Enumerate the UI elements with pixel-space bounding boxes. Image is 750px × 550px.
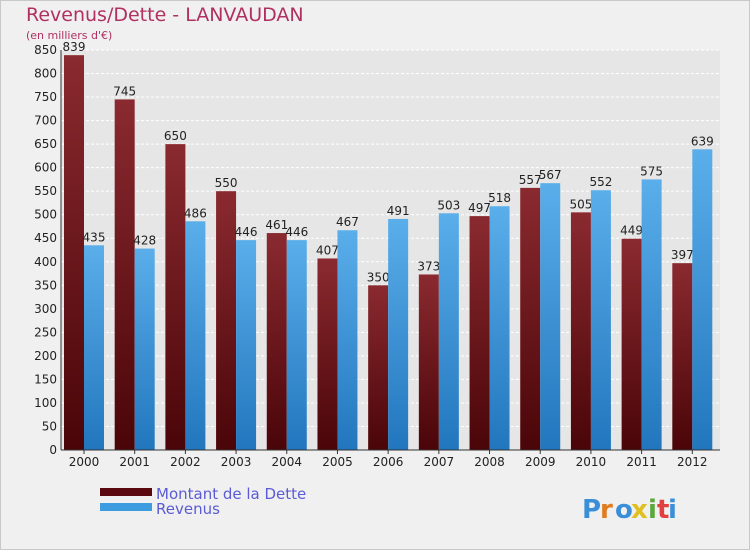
legend-swatch-dette [100, 488, 152, 496]
y-tick-label: 100 [34, 396, 57, 410]
bar-revenus [540, 183, 561, 451]
value-label-revenus: 575 [640, 164, 663, 178]
logo-letter: r [600, 495, 613, 525]
bar-revenus [185, 221, 206, 450]
logo-letter: P [582, 495, 601, 525]
x-tick-label: 2009 [525, 455, 556, 469]
value-label-dette: 557 [519, 173, 542, 187]
y-tick-label: 800 [34, 67, 57, 81]
x-tick-label: 2007 [424, 455, 455, 469]
bar-revenus [692, 149, 713, 450]
value-label-dette: 373 [417, 259, 440, 273]
x-tick-label: 2006 [373, 455, 404, 469]
value-label-dette: 550 [215, 176, 238, 190]
bar-revenus [438, 213, 459, 450]
bar-dette [520, 187, 541, 450]
bar-dette [621, 238, 642, 450]
x-tick-label: 2000 [69, 455, 100, 469]
legend-label-dette: Montant de la Dette [156, 485, 306, 503]
value-label-revenus: 567 [539, 168, 562, 182]
y-tick-label: 350 [34, 278, 57, 292]
value-label-dette: 745 [113, 84, 136, 98]
x-tick-label: 2005 [322, 455, 353, 469]
bar-revenus [388, 218, 409, 450]
x-tick-label: 2003 [221, 455, 252, 469]
y-tick-label: 750 [34, 90, 57, 104]
bar-revenus [134, 248, 155, 450]
x-tick-label: 2002 [170, 455, 201, 469]
x-tick-label: 2008 [474, 455, 505, 469]
bar-revenus [286, 240, 307, 450]
value-label-revenus: 518 [488, 191, 511, 205]
y-tick-label: 200 [34, 349, 57, 363]
y-tick-label: 550 [34, 184, 57, 198]
y-tick-label: 450 [34, 231, 57, 245]
value-label-dette: 839 [63, 40, 86, 54]
value-label-dette: 449 [620, 224, 643, 238]
bar-dette [418, 274, 439, 450]
chart-title: Revenus/Dette - LANVAUDAN [26, 4, 304, 26]
bar-dette [64, 55, 84, 450]
legend-swatch-revenus [100, 503, 152, 511]
value-label-revenus: 435 [83, 230, 106, 244]
bar-dette [368, 285, 389, 450]
value-label-revenus: 552 [589, 175, 612, 189]
bar-dette [672, 263, 693, 450]
y-tick-label: 150 [34, 372, 57, 386]
y-tick-label: 700 [34, 114, 57, 128]
y-tick-label: 850 [34, 43, 57, 57]
logo-letter: i [668, 495, 677, 525]
logo-letter: o [615, 495, 633, 525]
y-tick-label: 500 [34, 208, 57, 222]
bar-dette [570, 212, 591, 450]
y-tick-label: 400 [34, 255, 57, 269]
logo-letter: x [631, 495, 648, 525]
y-tick-label: 0 [49, 443, 57, 457]
y-tick-label: 600 [34, 161, 57, 175]
logo-letter: i [648, 495, 657, 525]
bar-revenus [84, 245, 104, 450]
bar-revenus [236, 240, 257, 450]
value-label-dette: 397 [671, 248, 694, 262]
x-tick-label: 2004 [271, 455, 302, 469]
value-label-dette: 461 [265, 218, 288, 232]
chart-subtitle: (en milliers d'€) [26, 29, 113, 42]
x-tick-label: 2010 [576, 455, 607, 469]
legend-label-revenus: Revenus [156, 500, 220, 518]
x-tick-label: 2012 [677, 455, 708, 469]
bar-revenus [641, 179, 662, 451]
value-label-revenus: 503 [437, 198, 460, 212]
x-tick-label: 2001 [119, 455, 150, 469]
bar-dette [317, 258, 338, 450]
value-label-dette: 350 [367, 270, 390, 284]
bar-dette [114, 99, 135, 450]
proxiti-logo: Pr ox i ti [582, 495, 677, 525]
value-label-dette: 650 [164, 129, 187, 143]
bar-revenus [590, 190, 611, 450]
value-label-revenus: 446 [285, 225, 308, 239]
value-label-revenus: 428 [133, 234, 156, 248]
y-tick-label: 250 [34, 325, 57, 339]
bar-revenus [489, 206, 510, 450]
value-label-dette: 505 [569, 197, 592, 211]
bar-dette [266, 233, 287, 450]
bar-dette [469, 216, 490, 450]
value-label-revenus: 491 [387, 204, 410, 218]
value-label-revenus: 467 [336, 215, 359, 229]
bar-dette [165, 144, 186, 450]
value-label-dette: 407 [316, 243, 339, 257]
value-label-revenus: 486 [184, 206, 207, 220]
logo-letter: t [657, 495, 669, 525]
bar-dette [216, 191, 237, 451]
value-label-dette: 497 [468, 201, 491, 215]
y-tick-label: 50 [42, 419, 57, 433]
value-label-revenus: 639 [691, 134, 714, 148]
y-tick-label: 300 [34, 302, 57, 316]
value-label-revenus: 446 [235, 225, 258, 239]
bar-revenus [337, 230, 358, 450]
y-tick-label: 650 [34, 137, 57, 151]
x-tick-label: 2011 [626, 455, 657, 469]
